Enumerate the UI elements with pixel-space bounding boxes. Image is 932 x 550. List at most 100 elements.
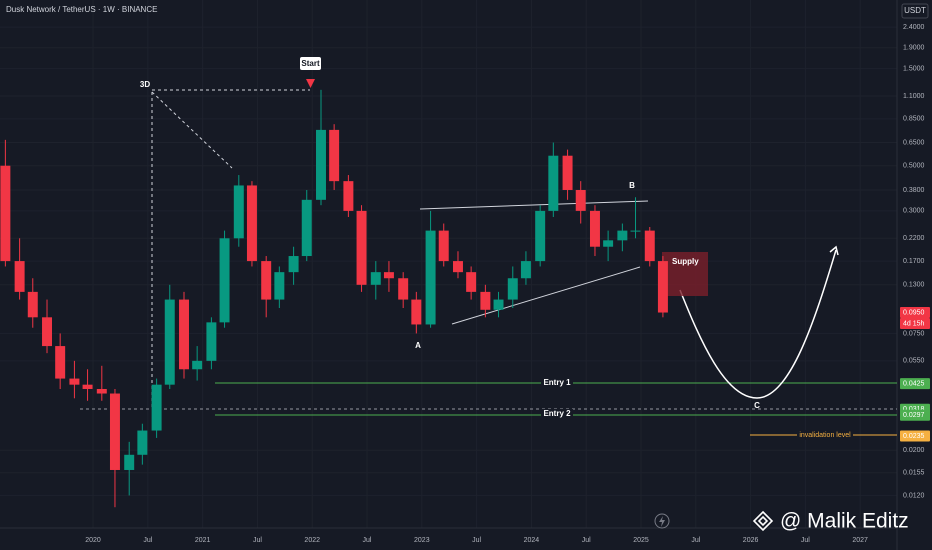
x-tick-label: 2026: [743, 537, 759, 544]
candle-body: [575, 189, 586, 211]
price-badge: [900, 409, 930, 421]
unit-label: USDT: [904, 6, 926, 15]
y-tick-label: 0.3000: [903, 208, 925, 215]
candle-body: [370, 272, 381, 285]
candle-body: [493, 299, 504, 310]
annotation: A: [415, 341, 421, 350]
dashed-line: [151, 91, 233, 169]
candle-body: [137, 430, 148, 455]
candle-body: [329, 129, 340, 182]
candle-body: [42, 317, 53, 347]
candle-body: [411, 299, 422, 325]
x-tick-label: 2023: [414, 537, 430, 544]
x-tick-label: Jul: [691, 537, 700, 544]
start-badge: [300, 57, 321, 70]
annotation: Entry 1: [543, 378, 571, 387]
candle-body: [520, 261, 531, 279]
x-tick-label: Jul: [363, 537, 372, 544]
arrow-head: [829, 245, 839, 256]
label-bg: [541, 378, 573, 388]
annotation: Entry 2: [543, 409, 571, 418]
candle-body: [562, 155, 573, 190]
candle-body: [356, 210, 367, 285]
y-tick-label: 0.0155: [903, 470, 925, 477]
candle-body: [480, 291, 491, 310]
y-tick-label: 0.0750: [903, 330, 925, 337]
candle-body: [617, 230, 628, 241]
icon[interactable]: [654, 513, 670, 529]
label-bg: [541, 409, 573, 419]
candle-body: [316, 129, 326, 200]
y-tick-label: 0.1300: [903, 282, 925, 289]
candle-body: [452, 261, 463, 273]
countdown: 4d 15h: [903, 320, 925, 327]
candle-body: [425, 230, 436, 325]
candle-body: [192, 360, 203, 370]
candle-body: [124, 454, 135, 470]
y-tick-label: 0.0318: [903, 406, 925, 413]
x-tick-label: 2022: [304, 537, 320, 544]
candle-body: [69, 378, 80, 385]
y-tick-label: 2.4000: [903, 24, 925, 31]
candle-body: [82, 384, 93, 389]
y-tick-label: 0.0120: [903, 492, 925, 499]
y-tick-label: 0.0200: [903, 447, 925, 454]
candle-body: [164, 299, 175, 385]
watermark: @ Malik Editz: [780, 510, 909, 533]
candle-body: [535, 210, 546, 262]
candle-body: [151, 384, 162, 431]
candle-body: [398, 278, 409, 300]
candle-body: [109, 393, 120, 470]
candle-body: [0, 165, 11, 262]
annotation: invalidation level: [799, 432, 851, 439]
y-tick-label: 0.1700: [903, 258, 925, 265]
candle-body: [179, 299, 189, 370]
candles: [0, 89, 668, 508]
y-tick-label: 0.3800: [903, 187, 925, 194]
y-tick-label: 0.6500: [903, 139, 925, 146]
candle-body: [301, 199, 312, 257]
x-tick-label: 2024: [524, 537, 540, 544]
trend-line: [419, 200, 649, 210]
candle-body: [233, 185, 244, 239]
annotation: Supply: [672, 257, 699, 266]
candle-body: [96, 388, 107, 394]
candle-body: [603, 240, 614, 247]
candle-body: [438, 230, 449, 262]
candle-body: [630, 230, 641, 232]
candle-body: [274, 272, 285, 300]
candle-body: [206, 322, 217, 361]
chart-title: Dusk Network / TetherUS · 1W · BINANCE: [6, 5, 157, 14]
candle-body: [14, 261, 25, 292]
x-tick-label: Jul: [801, 537, 810, 544]
trend-line: [451, 266, 641, 325]
annotation: 3D: [140, 80, 150, 89]
supply-zone: [662, 252, 708, 296]
candle-body: [507, 278, 518, 300]
start-arrow: [306, 79, 315, 88]
candle-body: [261, 261, 272, 300]
y-tick-label: 0.2200: [903, 235, 925, 242]
annotation: C: [754, 401, 760, 410]
x-tick-label: Jul: [472, 537, 481, 544]
x-tick-label: Jul: [253, 537, 262, 544]
candle-body: [466, 272, 477, 292]
annotation: B: [629, 181, 635, 190]
label-bg: [797, 430, 853, 440]
labels: 2.4000 1.9000 1.5000 1.1000 0.8500 0.6500 0.50…: [85, 24, 930, 544]
price-badge: [900, 307, 930, 319]
candle-body: [219, 238, 230, 323]
candle-body: [644, 230, 655, 262]
y-tick-label: 0.0950: [903, 309, 925, 316]
unit-box: [901, 3, 929, 19]
candle-body: [589, 210, 600, 247]
candle-body: [657, 261, 668, 313]
y-tick-label: 1.1000: [903, 93, 925, 100]
x-tick-label: Jul: [143, 537, 152, 544]
y-tick-label: 0.8500: [903, 116, 925, 123]
price-badge: [900, 430, 930, 442]
candle-body: [27, 291, 38, 318]
y-tick-label: 0.0235: [903, 433, 925, 440]
